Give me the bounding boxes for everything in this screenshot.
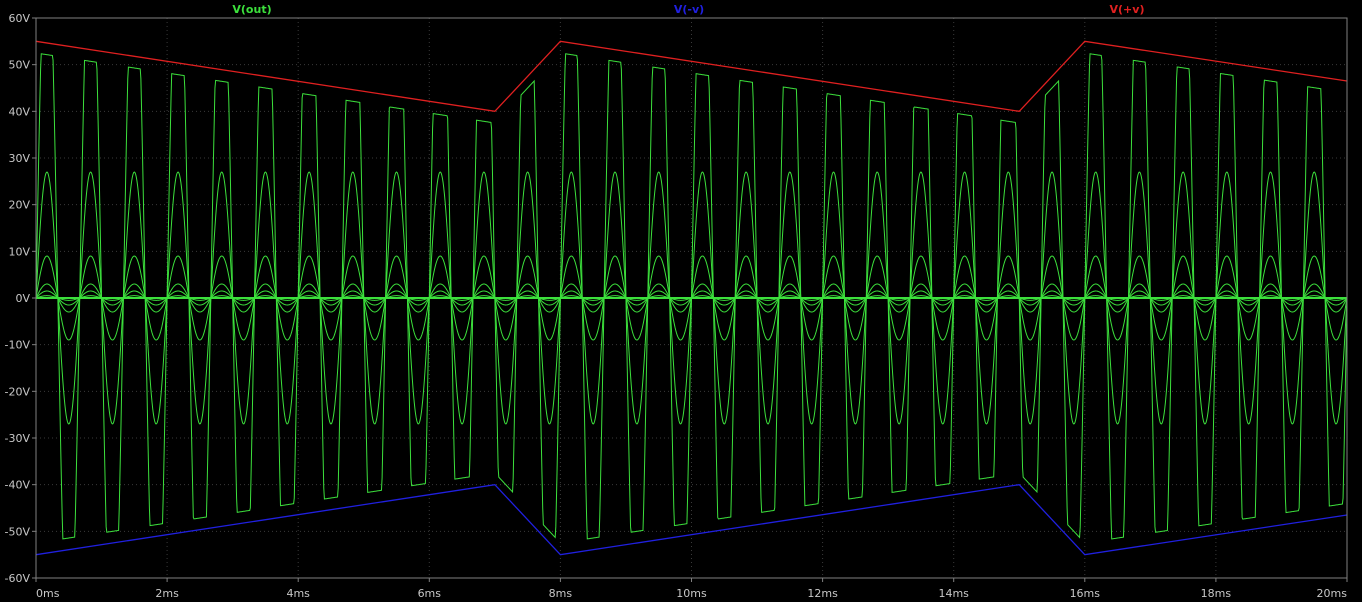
x-tick-label: 14ms [938, 587, 969, 600]
x-tick-label: 18ms [1201, 587, 1232, 600]
x-tick-label: 4ms [286, 587, 310, 600]
x-tick-label: 6ms [418, 587, 442, 600]
y-tick-label: 30V [8, 152, 30, 165]
y-tick-label: 40V [8, 105, 30, 118]
x-tick-label: 2ms [155, 587, 179, 600]
y-tick-label: -50V [5, 525, 31, 538]
y-tick-label: 60V [8, 12, 30, 25]
x-tick-label: 12ms [807, 587, 838, 600]
y-tick-label: -60V [5, 572, 31, 585]
x-tick-label: 0ms [36, 587, 60, 600]
y-tick-label: 50V [8, 59, 30, 72]
y-tick-label: -10V [5, 339, 31, 352]
legend-vneg: V(-v) [674, 3, 704, 16]
x-axis: 0ms 2ms 4ms 6ms 8ms 10ms 12ms 14ms 16ms 18ms 20ms [35, 578, 1348, 600]
traces [35, 40, 1348, 556]
y-tick-label: 10V [8, 245, 30, 258]
x-tick-label: 20ms [1317, 587, 1348, 600]
x-tick-label: 10ms [676, 587, 707, 600]
vpos-rail-trace [35, 40, 1348, 113]
y-tick-label: 0V [15, 292, 30, 305]
vneg-rail-trace [35, 483, 1348, 556]
x-tick-label: 16ms [1070, 587, 1101, 600]
legend: V(out) V(-v) V(+v) [232, 3, 1144, 16]
y-tick-label: -20V [5, 385, 31, 398]
legend-vpos: V(+v) [1110, 3, 1145, 16]
y-tick-label: 20V [8, 199, 30, 212]
x-tick-label: 8ms [549, 587, 573, 600]
plot-frame [35, 17, 1348, 579]
y-axis: 60V 50V 40V 30V 20V 10V 0V -10V -20V -30V -40V -50V… [5, 12, 36, 585]
y-tick-label: -30V [5, 432, 31, 445]
legend-vout: V(out) [232, 3, 271, 16]
y-tick-label: -40V [5, 479, 31, 492]
